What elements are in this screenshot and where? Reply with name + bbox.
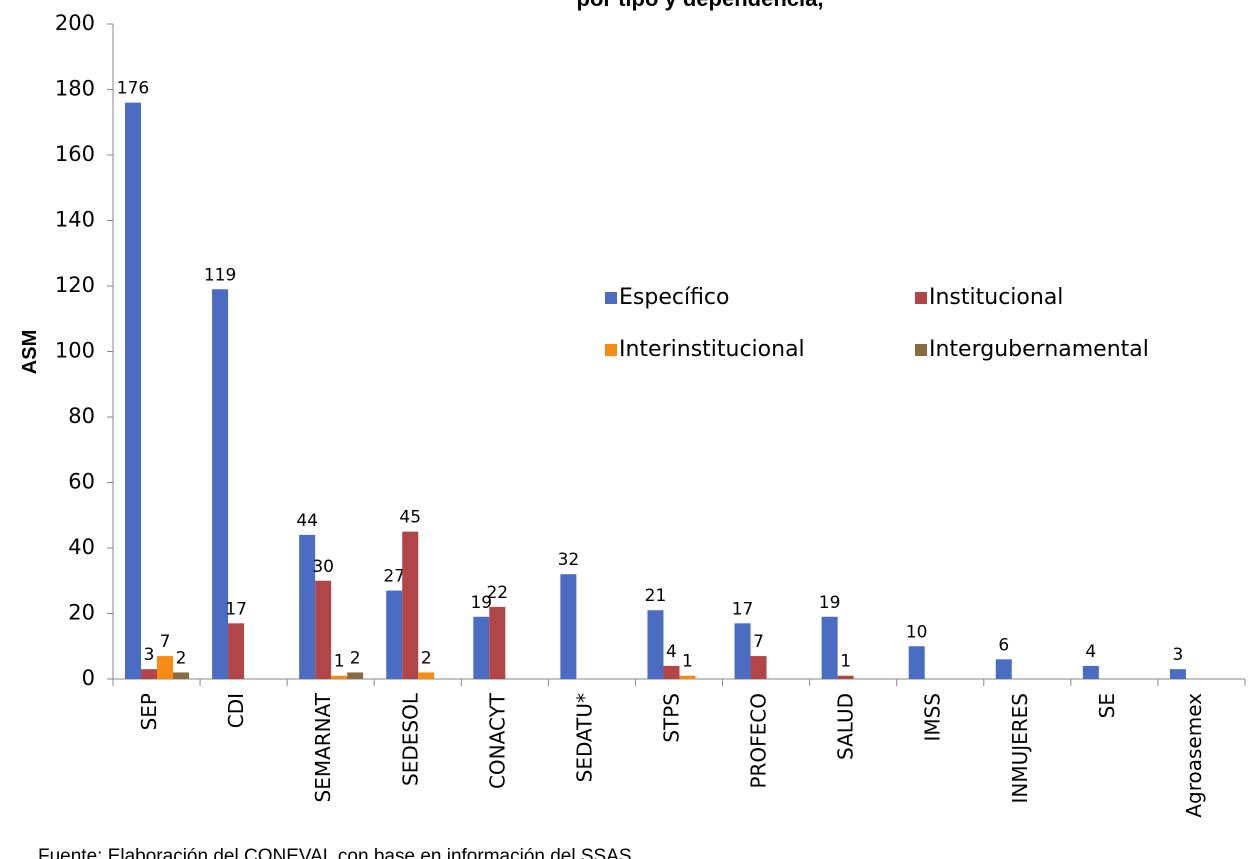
x-tick-label: Agroasemex <box>1182 693 1206 818</box>
bar <box>228 623 245 679</box>
x-tick-label: IMSS <box>921 693 945 742</box>
bar <box>734 623 751 679</box>
legend-label: Específico <box>619 285 729 310</box>
bar <box>995 659 1012 679</box>
y-tick-label: 160 <box>55 142 95 166</box>
data-label: 19 <box>819 593 841 613</box>
data-label: 10 <box>906 622 928 642</box>
legend-swatch <box>915 344 927 356</box>
legend-label: Interinstitucional <box>619 337 805 362</box>
bar <box>386 590 403 679</box>
x-tick-label: PROFECO <box>747 693 771 789</box>
bar <box>141 669 157 679</box>
y-tick-label: 40 <box>68 535 95 559</box>
legend-swatch <box>605 292 617 304</box>
data-label: 3 <box>1173 645 1184 665</box>
data-label: 1 <box>682 652 693 672</box>
data-label: 2 <box>421 648 432 668</box>
chart-title: por tipo y dependencia, <box>577 0 824 11</box>
x-tick-label: SE <box>1095 693 1119 718</box>
data-label: 17 <box>732 599 754 619</box>
bar <box>647 610 664 679</box>
bar <box>908 646 925 679</box>
bar <box>402 531 419 679</box>
bar <box>821 616 838 679</box>
y-tick-label: 180 <box>55 77 95 101</box>
bar <box>418 672 435 679</box>
legend-label: Intergubernamental <box>929 337 1149 362</box>
data-label: 119 <box>204 265 236 285</box>
bar <box>750 656 767 679</box>
data-label: 7 <box>160 632 171 652</box>
x-tick-label: CONACYT <box>485 692 509 789</box>
data-label: 4 <box>666 642 677 662</box>
data-label: 21 <box>645 586 667 606</box>
bar <box>1082 665 1099 679</box>
data-label: 17 <box>225 599 247 619</box>
bar <box>489 606 506 679</box>
data-label: 45 <box>399 508 421 528</box>
legend-label: Institucional <box>929 285 1063 310</box>
legend-swatch <box>605 344 617 356</box>
y-axis-label: ASM <box>19 330 41 374</box>
data-label: 2 <box>176 648 187 668</box>
bar <box>1169 669 1186 679</box>
data-label: 30 <box>312 557 334 577</box>
y-tick-label: 100 <box>55 339 95 363</box>
data-label: 6 <box>998 635 1009 655</box>
x-tick-label: SEP <box>137 693 161 730</box>
y-tick-label: 200 <box>55 11 95 35</box>
bar <box>473 616 490 679</box>
data-label: 27 <box>383 567 405 587</box>
y-tick-label: 20 <box>68 601 95 625</box>
data-label: 44 <box>296 511 318 531</box>
bar <box>315 580 332 679</box>
bar <box>560 574 577 679</box>
bar <box>173 672 189 679</box>
legend-swatch <box>915 292 927 304</box>
bar <box>299 534 316 679</box>
x-tick-label: SEMARNAT <box>311 692 335 802</box>
x-tick-label: SEDESOL <box>398 692 422 786</box>
y-tick-label: 60 <box>68 470 95 494</box>
data-label: 4 <box>1085 642 1096 662</box>
y-tick-label: 120 <box>55 273 95 297</box>
data-label: 1 <box>840 652 851 672</box>
bar <box>837 675 854 679</box>
bar <box>125 102 141 680</box>
data-label: 32 <box>558 550 580 570</box>
x-tick-label: CDI <box>224 693 248 728</box>
bar <box>679 675 696 679</box>
data-label: 1 <box>334 652 345 672</box>
bar <box>663 665 680 679</box>
bar <box>347 672 364 679</box>
data-label: 22 <box>486 583 508 603</box>
data-label: 176 <box>117 79 149 99</box>
bar <box>212 289 229 679</box>
bar <box>157 656 173 679</box>
bar <box>331 675 348 679</box>
data-label: 2 <box>350 648 361 668</box>
x-tick-label: SALUD <box>834 693 858 760</box>
y-tick-label: 140 <box>55 208 95 232</box>
data-label: 19 <box>470 593 492 613</box>
x-tick-label: STPS <box>660 693 684 743</box>
x-tick-label: SEDATU* <box>572 693 596 782</box>
data-label: 3 <box>144 645 155 665</box>
data-label: 7 <box>753 632 764 652</box>
footnote: Fuente: Elaboración del CONEVAL con base… <box>38 846 632 859</box>
y-tick-label: 80 <box>68 404 95 428</box>
x-tick-label: INMUJERES <box>1008 693 1032 804</box>
y-tick-label: 0 <box>82 666 95 690</box>
